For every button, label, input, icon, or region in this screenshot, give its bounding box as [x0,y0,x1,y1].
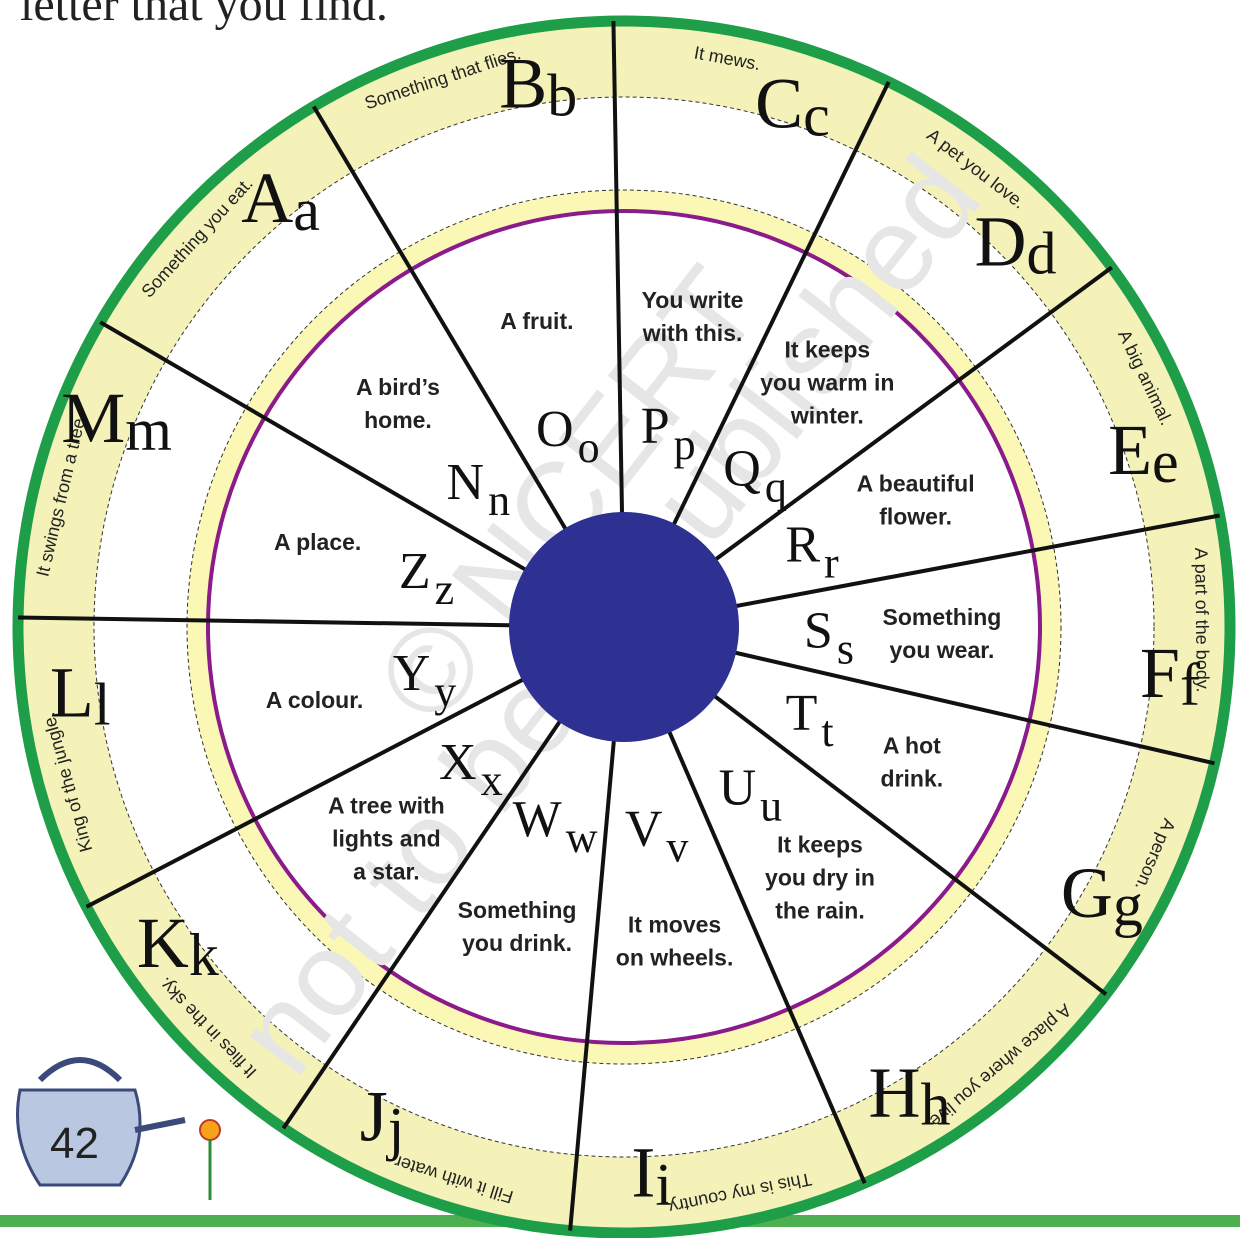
letter-lower: q [765,462,787,511]
inner-clue: you warm in [760,370,894,396]
inner-clue: a star. [353,858,420,884]
letter-upper: Z [399,543,431,600]
letter-lower: a [293,177,320,243]
letter-upper: X [439,734,477,791]
letter-lower: b [547,63,577,129]
letter-lower: w [566,813,598,862]
letter-lower: d [1027,221,1057,287]
inner-clue: drink. [881,766,944,792]
letter-lower: j [386,1096,405,1162]
letter-upper: K [137,903,189,983]
letter-upper: E [1108,410,1152,490]
header-text: letter that you find. [20,0,388,31]
inner-clue: the rain. [775,897,864,923]
letter-lower: r [824,538,839,587]
inner-clue: flower. [879,504,952,530]
inner-clue: you drink. [462,930,572,956]
inner-clue: you wear. [890,637,995,663]
letter-lower: m [125,397,172,463]
letter-upper: F [1140,633,1180,713]
inner-clue: A tree with [328,792,445,818]
letter-lower: f [1180,652,1200,718]
letter-upper: H [869,1053,921,1133]
letter-upper: M [61,378,125,458]
letter-upper: J [360,1077,388,1157]
letter-upper: P [641,398,670,455]
page: letter that you find. © NCERTnot to be r… [0,0,1240,1238]
inner-clue: A colour. [266,687,364,713]
inner-clue: Something [883,604,1002,630]
letter-lower: k [189,922,219,988]
alphabet-wheel: letter that you find. © NCERTnot to be r… [0,0,1240,1238]
center-disc [509,512,739,742]
letter-upper: I [631,1132,655,1212]
letter-lower: u [760,781,782,830]
letter-lower: x [481,756,503,805]
letter-upper: Q [723,440,761,497]
inner-clue: winter. [790,403,864,429]
inner-clue: Something [458,897,577,923]
letter-lower: o [578,423,600,472]
inner-clue: It keeps [785,337,871,363]
inner-clue: A bird’s [356,374,440,400]
inner-clue: A beautiful [857,471,975,497]
letter-upper: N [447,454,485,511]
letter-lower: c [803,83,830,149]
letter-lower: n [488,476,510,525]
inner-clue: on wheels. [616,944,734,970]
inner-clue: You write [642,287,744,313]
page-number: 42 [50,1119,99,1168]
letter-lower: h [921,1072,951,1138]
inner-clue: It moves [628,911,721,937]
letter-lower: p [674,420,696,469]
letter-lower: e [1152,429,1179,495]
letter-upper: D [975,202,1027,282]
watering-can: 42 [18,1060,221,1200]
letter-lower: i [655,1151,672,1217]
inner-clue: you dry in [765,864,875,890]
inner-clue: A place. [274,529,361,555]
letter-upper: O [536,401,574,458]
letter-upper: T [786,685,818,742]
letter-lower: y [434,667,456,716]
letter-upper: U [719,759,757,816]
letter-lower: t [821,707,833,756]
inner-clue: lights and [332,825,441,851]
letter-upper: L [50,653,94,733]
letter-upper: G [1061,853,1113,933]
inner-clue: home. [364,407,432,433]
inner-clue: A hot [883,733,941,759]
letter-lower: v [666,822,688,871]
letter-lower: l [94,672,111,738]
letter-upper: W [513,791,562,848]
letter-upper: R [785,516,820,573]
letter-lower: s [837,624,854,673]
inner-clue: with this. [642,320,743,346]
letter-lower: z [435,565,455,614]
inner-clue: It keeps [777,831,863,857]
letter-upper: S [804,602,833,659]
letter-upper: B [499,44,547,124]
letter-upper: C [755,64,803,144]
letter-upper: Y [393,645,431,702]
letter-lower: g [1113,872,1143,938]
inner-clue: A fruit. [500,308,573,334]
letter-upper: V [625,800,663,857]
letter-upper: A [241,158,293,238]
